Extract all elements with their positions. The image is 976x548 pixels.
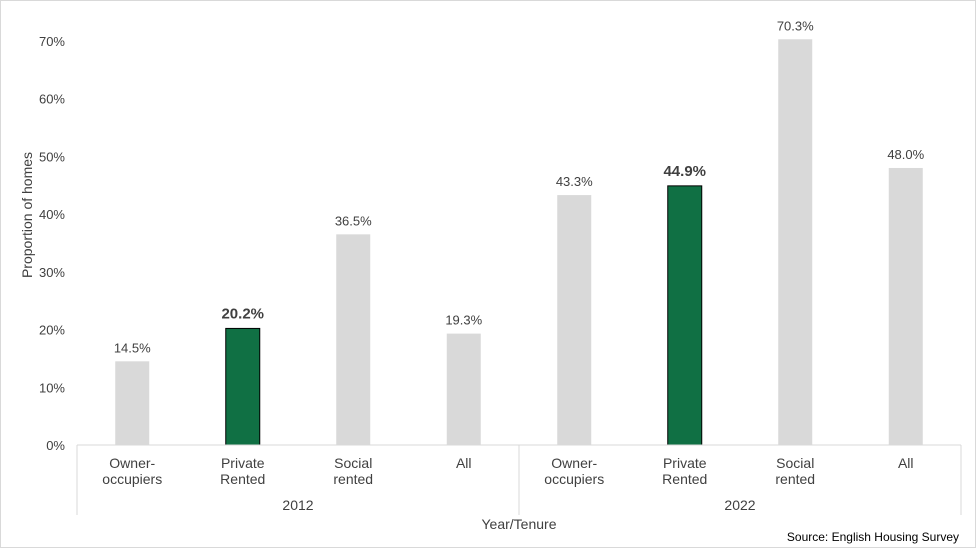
data-label: 14.5% [114,340,151,355]
category-label: Private Rented [220,455,265,487]
category-label: Social rented [775,455,815,487]
data-label: 19.3% [445,313,482,328]
category-label: Owner-occupiers [102,455,162,487]
bar-2022-3 [888,167,923,445]
group-labels: 2012 2022 [282,497,755,513]
y-tick-label: 20% [39,323,65,338]
y-tick-label: 50% [39,149,65,164]
bars [115,39,923,446]
x-axis-label: Year/Tenure [482,516,557,532]
group-label: 2022 [724,497,755,513]
bar-2012-3 [446,333,481,445]
category-label: Social rented [333,455,373,487]
group-label: 2012 [282,497,313,513]
data-labels: 14.5% 20.2% 36.5% 19.3% 43.3% 44.9% 70.3% 48.0% [114,18,925,355]
category-label: All [898,455,914,471]
data-label: 20.2% [221,305,264,322]
category-label: Owner-occupiers [544,455,604,487]
data-label: 48.0% [887,147,924,162]
bar-2012-2 [336,234,371,445]
y-tick-label: 10% [39,380,65,395]
category-label: Private Rented [662,455,707,487]
y-tick-label: 70% [39,34,65,49]
data-label: 44.9% [663,163,706,180]
bar-2022-0 [557,195,592,445]
axes [76,444,962,515]
data-label: 36.5% [335,213,372,228]
data-label: 70.3% [777,18,814,33]
source-note: Source: English Housing Survey [787,530,959,544]
y-axis-label: Proportion of homes [19,152,35,278]
bar-2022-2 [778,39,813,446]
bar-2012-1 [225,327,261,446]
bar-2012-0 [115,361,150,445]
y-tick-label: 60% [39,92,65,107]
y-tick-label: 0% [46,438,65,453]
y-tick-label: 40% [39,207,65,222]
category-labels: Owner-occupiers Private Rented Social rented… [102,455,913,487]
category-label: All [456,455,472,471]
bar-2022-1 [667,185,703,446]
y-tick-label: 30% [39,265,65,280]
y-axis-ticks: 0% 10% 20% 30% 40% 50% 60% 70% [39,34,65,453]
data-label: 43.3% [556,174,593,189]
